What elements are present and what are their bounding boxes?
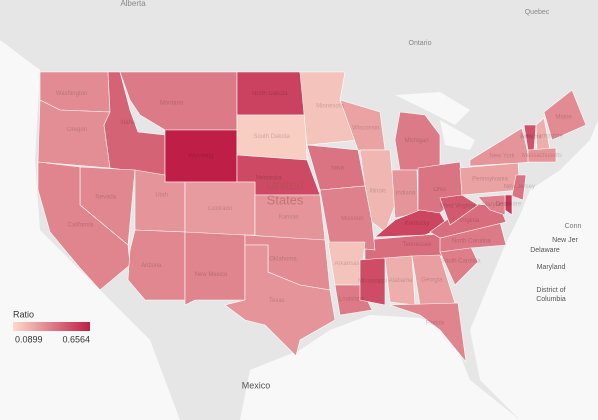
- state-name: Utah: [155, 193, 168, 199]
- state-name: Kansas: [279, 215, 299, 221]
- state-name: South Carolina: [441, 259, 481, 265]
- state-name: Georgia: [421, 277, 443, 283]
- state-name: Arizona: [141, 263, 162, 269]
- state-name: Alabama: [389, 278, 413, 284]
- state-name: Wisconsin: [352, 126, 379, 132]
- state-name: Texas: [269, 298, 285, 304]
- state: [477, 194, 506, 216]
- state: [389, 302, 467, 364]
- state-name: Virginia: [459, 218, 480, 224]
- state-name: Oklahoma: [269, 256, 297, 262]
- state-name: New Hampshire: [520, 133, 563, 139]
- place-label: District of: [536, 287, 565, 294]
- lake: [395, 92, 470, 125]
- legend-gradient: [13, 322, 90, 331]
- lake: [440, 120, 475, 150]
- state-name: North Carolina: [452, 239, 491, 245]
- place-label: Alberta: [120, 0, 146, 8]
- place-label: States: [267, 192, 304, 207]
- state-name: Illinois: [369, 188, 386, 194]
- state-name: Kentucky: [405, 221, 430, 227]
- state-name: Louisiana: [339, 296, 365, 302]
- atlantic-ocean: [470, 120, 598, 420]
- state-name: Montana: [160, 101, 184, 107]
- place-label: Ontario: [409, 40, 432, 47]
- state-name: South Dakota: [253, 134, 290, 140]
- state-name: Nebraska: [256, 176, 282, 182]
- state: [469, 127, 531, 167]
- state: [37, 161, 131, 291]
- state: [359, 257, 386, 306]
- place-label: Mexico: [242, 380, 271, 390]
- state-name: Florida: [426, 321, 445, 327]
- state-name: Oregon: [67, 127, 87, 133]
- state-name: Pennsylvania: [472, 177, 508, 183]
- state-name: California: [68, 222, 94, 228]
- state-name: Minnesota: [316, 103, 344, 109]
- state-name: Ohio: [433, 187, 446, 193]
- place-label: Delaware: [530, 247, 560, 254]
- state-name: New Jersey: [504, 184, 535, 190]
- state-name: Michigan: [405, 138, 429, 144]
- state: [184, 231, 246, 306]
- state-name: New York: [489, 153, 515, 159]
- state: [511, 174, 527, 201]
- state: [439, 194, 479, 226]
- state: [543, 89, 587, 141]
- legend-title: Ratio: [13, 309, 34, 319]
- place-label: United: [266, 177, 304, 192]
- place-label: New Jer: [552, 237, 578, 244]
- state-name: Arkansas: [334, 261, 359, 267]
- state-name: Colorado: [208, 206, 233, 212]
- state-name: Maryland: [482, 202, 507, 208]
- state-name: Tennessee: [402, 242, 432, 248]
- state: [527, 147, 557, 163]
- state-name: Idaho: [120, 120, 136, 126]
- state-name: Iowa: [331, 165, 344, 171]
- state-name: Massachusetts: [522, 153, 562, 159]
- state-name: Washington: [56, 91, 87, 97]
- state-name: New Mexico: [195, 272, 228, 278]
- legend-max: 0.6564: [62, 334, 90, 344]
- legend-min: 0.0899: [15, 334, 43, 344]
- place-label: Columbia: [536, 296, 566, 303]
- state: [224, 244, 336, 357]
- state-name: Nevada: [95, 194, 116, 200]
- state: [319, 185, 376, 251]
- state-name: Mississippi: [358, 278, 387, 284]
- place-label: Maryland: [537, 264, 566, 271]
- state-name: Wyoming: [189, 154, 214, 160]
- state-name: Missouri: [341, 216, 363, 222]
- state-name: Maine: [555, 114, 572, 120]
- state-name: Delaware: [496, 201, 522, 207]
- state-name: Vermont: [519, 135, 542, 141]
- state-name: Indiana: [396, 190, 416, 196]
- place-label: Quebec: [525, 9, 550, 16]
- state-name: West Virginia: [440, 203, 476, 209]
- place-label: Conn: [565, 223, 582, 230]
- state-name: North Dakota: [252, 91, 288, 97]
